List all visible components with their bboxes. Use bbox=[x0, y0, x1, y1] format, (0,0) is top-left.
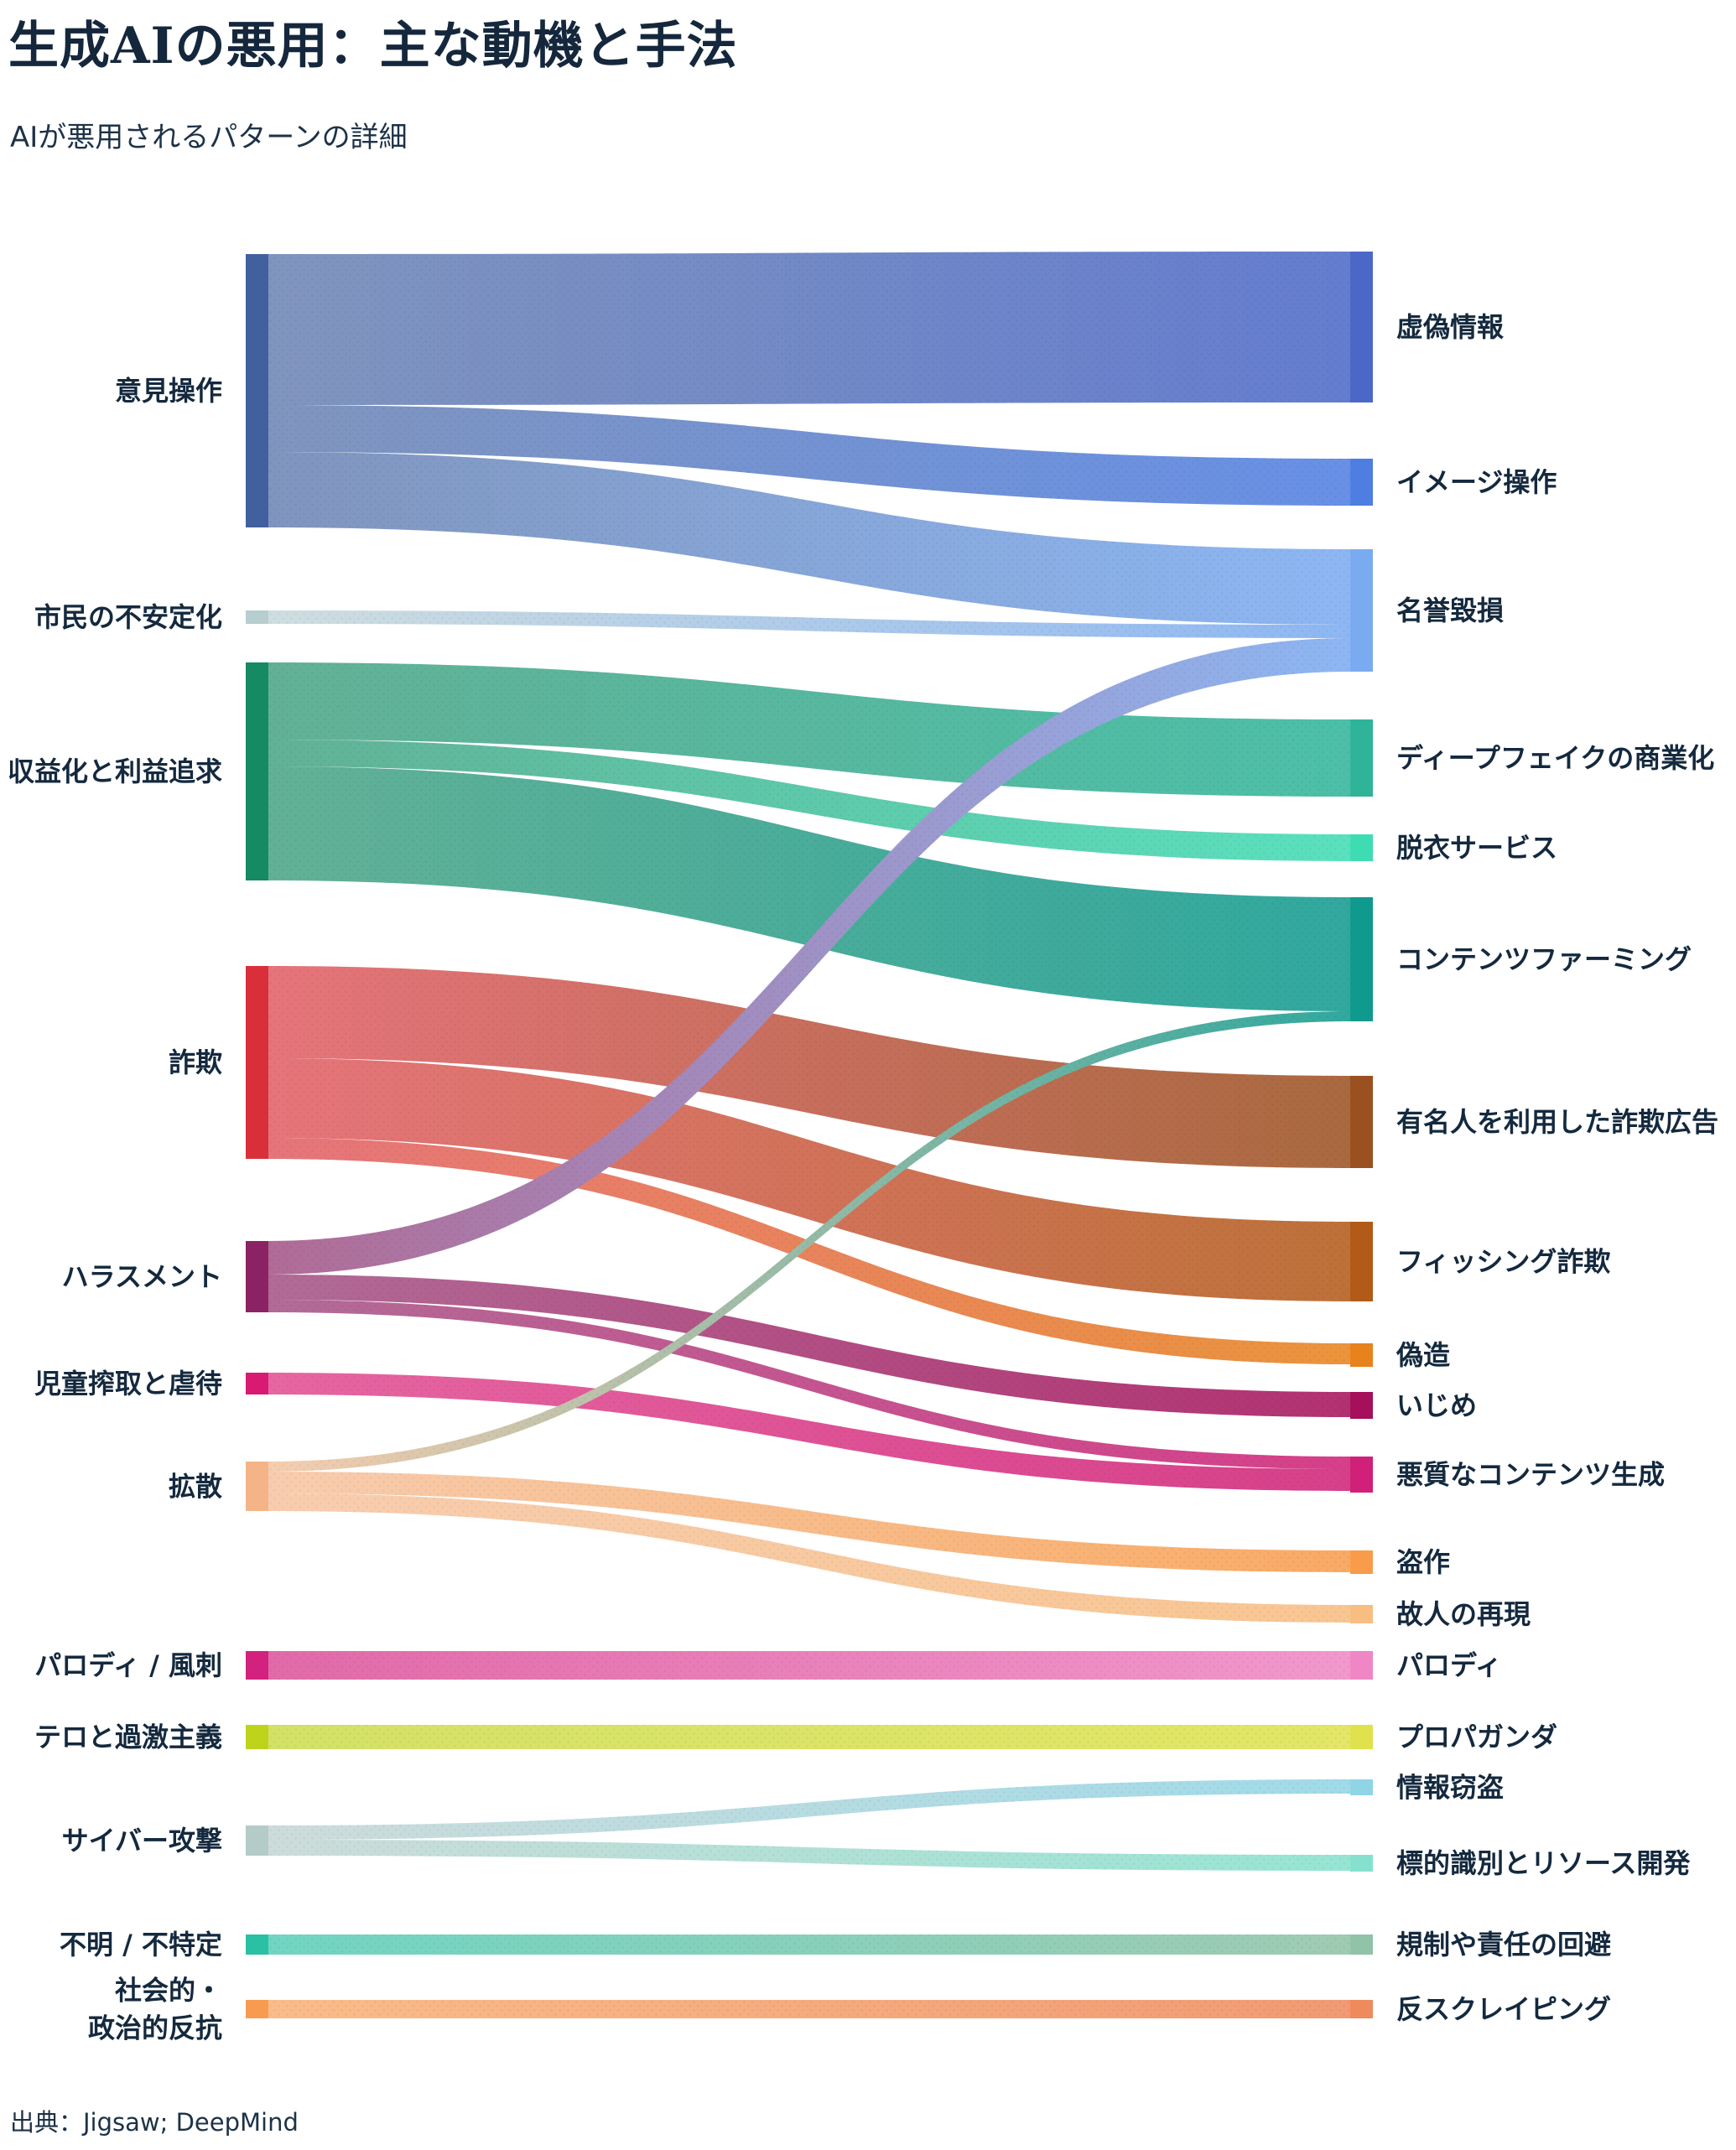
sankey-link-texture-civic-defamation bbox=[268, 610, 1350, 638]
page-title: 生成AIの悪用：主な動機と手法 bbox=[8, 17, 738, 75]
sankey-node-label-bullying: いじめ bbox=[1396, 1389, 1477, 1421]
sankey-node-undressing bbox=[1350, 834, 1373, 861]
sankey-node-label-phishing: フィッシング詐欺 bbox=[1396, 1246, 1610, 1278]
sankey-node-label-unknown: 不明 / 不特定 bbox=[60, 1929, 222, 1960]
sankey-node-opinion bbox=[246, 254, 268, 527]
sankey-link-texture-fraud-phishing bbox=[268, 1058, 1350, 1301]
sankey-link-texture-cyber-targeting bbox=[268, 1840, 1350, 1871]
sankey-node-label-false_info: 虚偽情報 bbox=[1396, 311, 1504, 343]
sankey-node-label-fraud: 詐欺 bbox=[169, 1046, 222, 1078]
sankey-node-label-diffusion: 拡散 bbox=[169, 1471, 222, 1503]
sankey-link-texture-diffusion-content_farming bbox=[268, 1011, 1350, 1472]
sankey-node-label-image_manip: イメージ操作 bbox=[1396, 466, 1557, 498]
sankey-link-texture-fraud-counterfeiting bbox=[268, 1138, 1350, 1364]
sankey-node-label-parody_satire: パロディ / 風刺 bbox=[34, 1649, 222, 1681]
sankey-node-counterfeiting bbox=[1350, 1343, 1373, 1367]
sankey-node-label-defamation: 名誉毀損 bbox=[1396, 595, 1504, 626]
sankey-node-fraud bbox=[246, 966, 268, 1159]
sankey-node-unknown bbox=[246, 1934, 268, 1955]
sankey-node-evasion bbox=[1350, 1934, 1373, 1955]
sankey-links-layer bbox=[268, 252, 1350, 2018]
sankey-link-texture-monetization-deepfake_comm bbox=[268, 662, 1350, 797]
sankey-node-bullying bbox=[1350, 1392, 1373, 1419]
sankey-node-phishing bbox=[1350, 1222, 1373, 1301]
sankey-link-texture-harassment-defamation bbox=[268, 638, 1350, 1275]
sankey-node-social_resist bbox=[246, 2000, 268, 2018]
sankey-link-texture-diffusion-deceased bbox=[268, 1493, 1350, 1623]
sankey-node-propaganda bbox=[1350, 1725, 1373, 1749]
sankey-node-deepfake_comm bbox=[1350, 719, 1373, 797]
sankey-link-texture-child_abuse-malicious_content bbox=[268, 1373, 1350, 1491]
sankey-link-texture-unknown-evasion bbox=[268, 1934, 1350, 1955]
source-attribution: 出典：Jigsaw; DeepMind bbox=[10, 2108, 299, 2137]
sankey-link-texture-monetization-content_farming bbox=[268, 766, 1350, 1011]
sankey-node-malicious_content bbox=[1350, 1457, 1373, 1493]
sankey-link-texture-harassment-malicious_content bbox=[268, 1300, 1350, 1469]
sankey-node-label-undressing: 脱衣サービス bbox=[1396, 832, 1557, 864]
sankey-link-texture-parody_satire-parody bbox=[268, 1651, 1350, 1680]
sankey-node-parody_satire bbox=[246, 1651, 268, 1680]
sankey-node-parody bbox=[1350, 1651, 1373, 1680]
sankey-node-label-celebrity_scam: 有名人を利用した詐欺広告 bbox=[1396, 1106, 1718, 1138]
sankey-node-content_farming bbox=[1350, 897, 1373, 1021]
sankey-node-label-plagiarism: 盗作 bbox=[1396, 1546, 1450, 1578]
sankey-node-label-deepfake_comm: ディープフェイクの商業化 bbox=[1396, 742, 1714, 774]
sankey-node-info_theft bbox=[1350, 1779, 1373, 1795]
sankey-node-civic bbox=[246, 610, 268, 624]
sankey-link-texture-cyber-info_theft bbox=[268, 1779, 1350, 1840]
sankey-node-deceased bbox=[1350, 1605, 1373, 1623]
page-subtitle: AIが悪用されるパターンの詳細 bbox=[10, 121, 408, 154]
sankey-node-cyber bbox=[246, 1825, 268, 1856]
sankey-node-label-content_farming: コンテンツファーミング bbox=[1396, 943, 1692, 975]
sankey-node-label-harassment: ハラスメント bbox=[62, 1261, 222, 1293]
sankey-node-label-child_abuse: 児童搾取と虐待 bbox=[34, 1368, 222, 1400]
sankey-node-label-malicious_content: 悪質なコンテンツ生成 bbox=[1396, 1459, 1665, 1491]
sankey-node-label-deceased: 故人の再現 bbox=[1396, 1598, 1531, 1630]
sankey-node-label-anti_scraping: 反スクレイピング bbox=[1396, 1993, 1611, 2025]
sankey-node-image_manip bbox=[1350, 459, 1373, 506]
sankey-nodes-layer bbox=[246, 252, 1373, 2018]
sankey-link-texture-opinion-defamation bbox=[268, 452, 1350, 625]
sankey-node-label-monetization: 収益化と利益追求 bbox=[8, 756, 222, 787]
sankey-node-label-social_resist: 社会的・政治的反抗 bbox=[88, 1975, 222, 2044]
sankey-node-label-parody: パロディ bbox=[1396, 1649, 1502, 1681]
sankey-node-label-info_theft: 情報窃盗 bbox=[1396, 1772, 1504, 1804]
sankey-link-texture-social_resist-anti_scraping bbox=[268, 2000, 1350, 2018]
sankey-node-harassment bbox=[246, 1241, 268, 1312]
sankey-node-label-cyber: サイバー攻撃 bbox=[62, 1825, 222, 1857]
sankey-link-texture-opinion-image_manip bbox=[268, 405, 1350, 506]
sankey-node-label-evasion: 規制や責任の回避 bbox=[1396, 1929, 1611, 1960]
sankey-node-label-propaganda: プロパガンダ bbox=[1396, 1722, 1557, 1753]
sankey-node-anti_scraping bbox=[1350, 2000, 1373, 2018]
sankey-link-texture-fraud-celebrity_scam bbox=[268, 966, 1350, 1168]
sankey-link-texture-diffusion-plagiarism bbox=[268, 1472, 1350, 1572]
sankey-node-label-civic: 市民の不安定化 bbox=[34, 601, 222, 633]
sankey-node-monetization bbox=[246, 662, 268, 880]
sankey-node-defamation bbox=[1350, 549, 1373, 672]
sankey-node-label-targeting: 標的識別とリソース開発 bbox=[1396, 1847, 1691, 1879]
sankey-link-texture-opinion-false_info bbox=[268, 252, 1350, 405]
sankey-link-texture-monetization-undressing bbox=[268, 740, 1350, 861]
sankey-node-targeting bbox=[1350, 1855, 1373, 1872]
sankey-node-label-counterfeiting: 偽造 bbox=[1396, 1339, 1450, 1371]
sankey-node-plagiarism bbox=[1350, 1550, 1373, 1574]
sankey-node-diffusion bbox=[246, 1462, 268, 1511]
sankey-node-label-opinion: 意見操作 bbox=[115, 375, 222, 407]
sankey-link-texture-terrorism-propaganda bbox=[268, 1725, 1350, 1749]
sankey-node-label-terrorism: テロと過激主義 bbox=[34, 1722, 222, 1753]
sankey-node-false_info bbox=[1350, 252, 1373, 402]
sankey-link-texture-harassment-bullying bbox=[268, 1275, 1350, 1417]
sankey-node-terrorism bbox=[246, 1725, 268, 1749]
sankey-node-celebrity_scam bbox=[1350, 1076, 1373, 1168]
sankey-node-child_abuse bbox=[246, 1373, 268, 1394]
sankey-labels-layer: 意見操作市民の不安定化収益化と利益追求詐欺ハラスメント児童搾取と虐待拡散パロディ… bbox=[8, 311, 1718, 2044]
